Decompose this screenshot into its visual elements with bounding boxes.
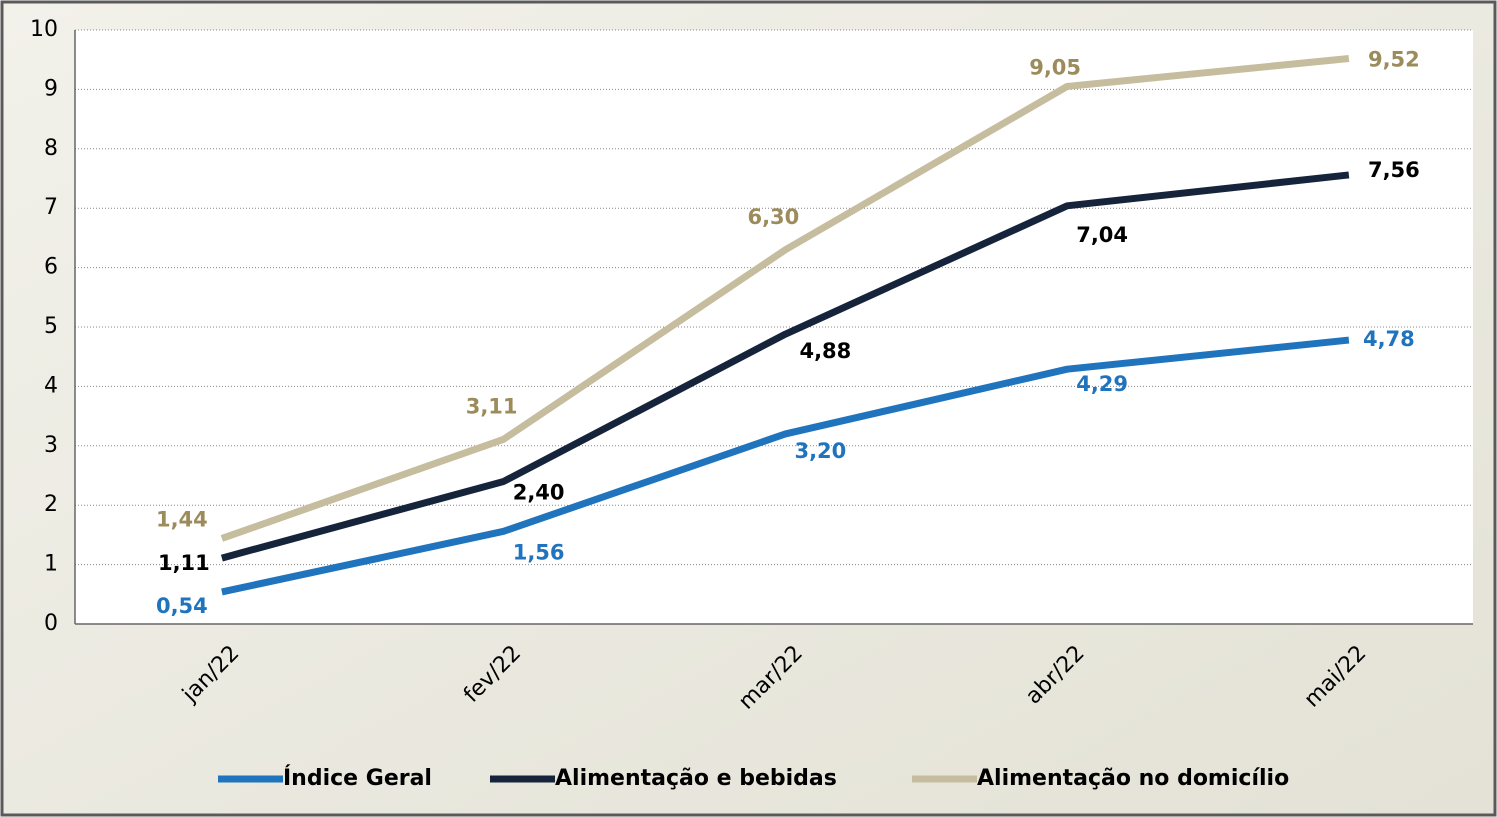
y-tick-label: 5	[44, 314, 58, 339]
y-tick-label: 2	[44, 492, 58, 517]
y-tick-label: 7	[44, 195, 58, 220]
y-tick-label: 8	[44, 136, 58, 161]
y-tick-label: 6	[44, 255, 58, 280]
series-line	[220, 55, 1350, 542]
data-label: 9,52	[1368, 48, 1420, 72]
data-label: 9,05	[1029, 55, 1081, 79]
data-label: 7,56	[1368, 158, 1420, 182]
y-tick-label: 10	[30, 17, 58, 42]
data-label: 4,29	[1076, 372, 1128, 396]
y-tick-label: 4	[44, 373, 58, 398]
data-label: 4,78	[1363, 327, 1415, 351]
data-label: 3,11	[466, 394, 518, 418]
y-tick-label: 9	[44, 76, 58, 101]
legend-label: Alimentação e bebidas	[555, 766, 837, 791]
y-tick-label: 1	[44, 552, 58, 577]
data-label: 1,44	[156, 507, 208, 531]
legend-label: Índice Geral	[283, 765, 432, 791]
data-label: 0,54	[156, 594, 208, 618]
data-label: 1,11	[158, 551, 210, 575]
data-label: 2,40	[513, 480, 565, 504]
series-line	[221, 336, 1350, 596]
legend-label: Alimentação no domicílio	[977, 766, 1289, 791]
data-label: 6,30	[747, 205, 799, 229]
data-label: 3,20	[794, 439, 846, 463]
y-tick-label: 3	[44, 433, 58, 458]
data-label: 1,56	[513, 540, 565, 564]
y-tick-label: 0	[44, 611, 58, 636]
series-line	[220, 171, 1350, 562]
data-label: 7,04	[1076, 223, 1128, 247]
data-label: 4,88	[799, 339, 851, 363]
